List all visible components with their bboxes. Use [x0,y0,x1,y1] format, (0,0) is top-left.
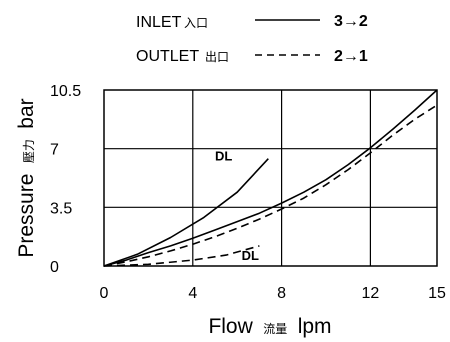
series-label-2: DL [215,148,232,163]
y-axis-unit: bar [15,98,38,128]
x-axis-label: Flow [208,315,253,338]
legend-inlet-path: 3→2 [334,13,368,30]
plot-frame [103,89,438,267]
x-tick-label: 12 [362,285,380,302]
tick-labels: 0 4 8 12 15 0 3.5 7 10.5 [50,83,446,302]
y-axis-label-cjk: 壓力 [22,139,36,163]
legend-inlet-label: INLET [136,14,182,31]
x-axis-title: Flow 流量 lpm [208,315,331,338]
y-axis-label: Pressure [15,174,38,258]
x-tick-label: 0 [100,285,109,302]
y-tick-label: 0 [50,259,59,276]
series-line-1 [103,104,438,267]
x-tick-label: 8 [277,285,286,302]
legend-inlet-cjk: 入口 [184,16,208,30]
series-label-3: DL [242,248,259,263]
y-tick-label: 7 [50,142,59,159]
grid [104,90,437,266]
series-line-2-dl [103,158,269,267]
y-tick-label: 3.5 [50,200,72,217]
y-tick-label: 10.5 [50,83,81,100]
y-axis-title: Pressure 壓力 bar [15,98,38,257]
x-tick-label: 4 [188,285,197,302]
x-axis-label-cjk: 流量 [263,322,287,336]
series-line-3-dl [103,245,260,267]
legend-outlet-label: OUTLET [136,48,199,65]
svg-text:Pressure 壓力 bar: Pressure 壓力 bar [15,98,38,257]
legend: INLET 入口 3→2 OUTLET 出口 2→1 [136,13,368,65]
legend-outlet-cjk: 出口 [205,50,229,64]
x-axis-unit: lpm [298,315,332,338]
series-layer: DL DL [103,89,438,267]
series-line-0 [103,89,438,267]
x-tick-label: 15 [428,285,446,302]
legend-outlet-path: 2→1 [334,48,368,65]
